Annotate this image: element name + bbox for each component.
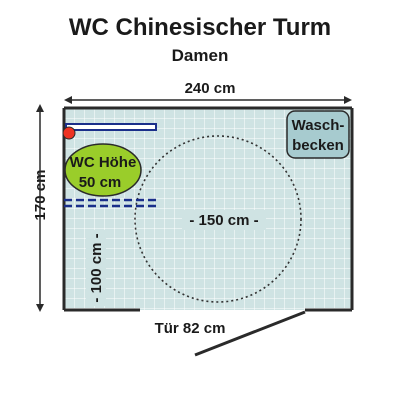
turning-circle-label: - 150 cm -	[189, 212, 258, 229]
wc-height-value: 50 cm	[79, 174, 122, 191]
side-clearance-label: - 100 cm -	[88, 233, 105, 302]
door-width-label: Tür 82 cm	[130, 320, 250, 337]
wash-basin-label-line2: becken	[292, 137, 344, 154]
alarm-button-icon	[63, 127, 75, 139]
height-dimension-arrow	[36, 104, 44, 312]
top-grab-bar	[66, 124, 156, 130]
wc-height-label: WC Höhe	[70, 154, 137, 171]
width-dimension-arrow	[64, 96, 352, 104]
wash-basin-label-line1: Wasch-	[292, 117, 345, 134]
